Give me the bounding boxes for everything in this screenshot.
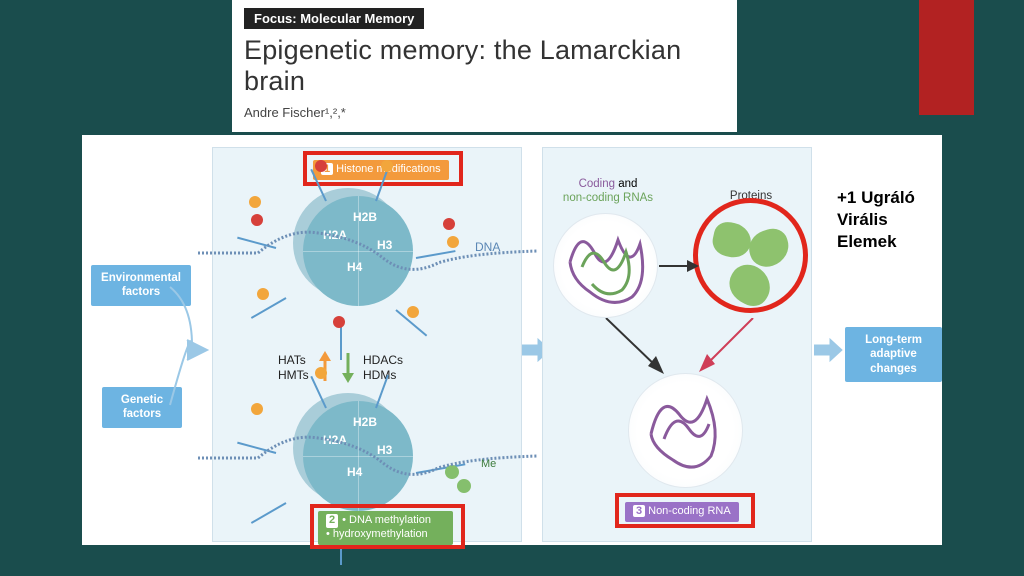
- mark-dot: [381, 160, 393, 172]
- mark-dot: [407, 306, 419, 318]
- highlight-badge3: [615, 493, 755, 528]
- rna-transcription-circle: [553, 213, 658, 318]
- enzyme-hats: HATs: [278, 353, 306, 367]
- focus-badge: Focus: Molecular Memory: [244, 8, 424, 29]
- me-label: Me: [481, 458, 496, 470]
- coding-rna-label: Coding and non-coding RNAs: [553, 178, 663, 206]
- arrow-to-proteins: [659, 256, 701, 276]
- side-annotation: +1 Ugráló Virális Elemek: [837, 187, 915, 253]
- left-panel: 1Histone modifications H2A H2B H3 H4: [212, 147, 522, 542]
- ncRNA-squiggle: [639, 384, 734, 479]
- down-arrow-icon: [341, 353, 355, 383]
- paper-author: Andre Fischer¹,²,*: [244, 105, 725, 120]
- arrow-proteins-to-nc: [693, 318, 773, 378]
- mark-dot: [315, 160, 327, 172]
- paper-header: Focus: Molecular Memory Epigenetic memor…: [232, 0, 737, 132]
- enzyme-hdms: HDMs: [363, 368, 396, 382]
- annot-line1: +1 Ugráló: [837, 187, 915, 209]
- arrow-coding-to-nc: [598, 318, 678, 378]
- rna-squiggle-coding: [562, 222, 652, 312]
- dna-label: DNA: [475, 240, 500, 254]
- mark-dot: [315, 367, 327, 379]
- annot-line3: Elemek: [837, 231, 915, 253]
- mark-dot: [333, 316, 345, 328]
- noncoding-rna-circle: [628, 373, 743, 488]
- annot-line2: Virális: [837, 209, 915, 231]
- enzyme-hdacs: HDACs: [363, 353, 403, 367]
- enzyme-hmts: HMTs: [278, 368, 309, 382]
- figure-area: Environmentalfactors Geneticfactors Long…: [82, 135, 942, 545]
- paper-title: Epigenetic memory: the Lamarckian brain: [244, 35, 725, 97]
- slide-ribbon: [919, 0, 974, 115]
- highlight-badge2: [310, 504, 465, 549]
- right-arrow: [814, 335, 844, 365]
- highlight-proteins: [693, 198, 808, 313]
- output-box: Long-termadaptive changes: [845, 327, 942, 382]
- right-panel: Coding and non-coding RNAs Proteins: [542, 147, 812, 542]
